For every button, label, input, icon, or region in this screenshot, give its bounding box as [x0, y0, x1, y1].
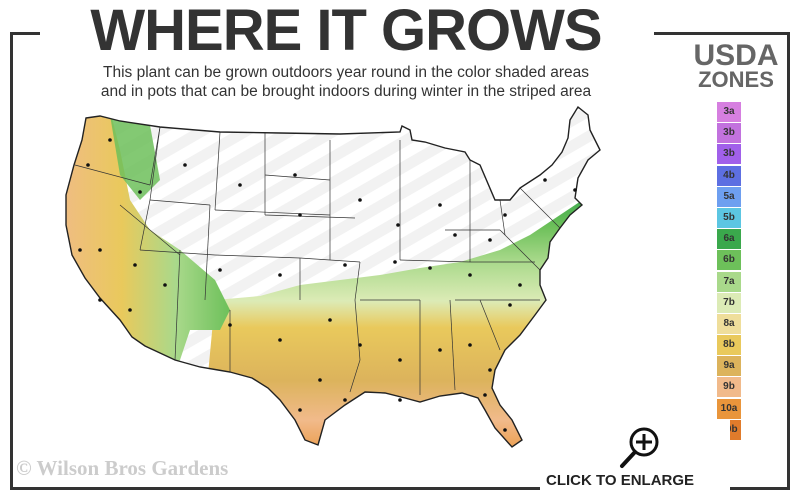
city-dot	[393, 260, 397, 264]
legend-zone-7b: 7b	[717, 292, 741, 313]
state-border	[214, 254, 301, 259]
city-dot	[298, 408, 302, 412]
city-dot	[503, 213, 507, 217]
legend-zone-8a: 8a	[717, 313, 741, 334]
zone-legend: 3a3b3b4b5a5b6a6b7a7b8a8b9a9b10a10b	[717, 102, 741, 441]
city-dot	[358, 343, 362, 347]
state-border	[119, 204, 181, 256]
city-dot	[573, 188, 577, 192]
legend-zone-3b: 3b	[717, 123, 741, 144]
city-dot	[503, 428, 507, 432]
city-dot	[428, 266, 432, 270]
city-dot	[488, 368, 492, 372]
zoom-in-icon	[620, 427, 659, 468]
frame-right	[787, 32, 790, 490]
subtitle-line-2: and in pots that can be brought indoors …	[100, 83, 592, 100]
city-dot	[218, 268, 222, 272]
page-title: WHERE IT GROWS	[40, 0, 652, 66]
state-border	[204, 204, 211, 301]
city-dot	[328, 318, 332, 322]
legend-zone-5b: 5b	[717, 207, 741, 228]
state-border	[214, 131, 221, 211]
state-border	[149, 199, 211, 206]
state-border	[299, 257, 361, 263]
city-dot	[228, 323, 232, 327]
city-dot	[398, 398, 402, 402]
city-dot	[438, 348, 442, 352]
legend-title-line-2: ZONES	[698, 67, 774, 92]
city-dot	[483, 393, 487, 397]
legend-zone-9a: 9a	[717, 356, 741, 377]
state-border	[449, 299, 456, 391]
shaded-area-northwest	[110, 115, 160, 200]
city-dot	[488, 238, 492, 242]
city-dot	[318, 378, 322, 382]
city-dot	[468, 343, 472, 347]
city-dot	[163, 283, 167, 287]
city-dot	[138, 190, 142, 194]
page-subtitle: This plant can be grown outdoors year ro…	[40, 63, 652, 101]
legend-zone-10a: 10a	[717, 398, 741, 419]
frame-top-right	[654, 32, 790, 35]
state-border	[499, 229, 541, 271]
city-dot	[398, 358, 402, 362]
city-dot	[293, 173, 297, 177]
state-border	[264, 214, 356, 219]
legend-zone-6b: 6b	[717, 250, 741, 271]
copyright-watermark: © Wilson Bros Gardens	[16, 456, 229, 480]
city-dot	[358, 198, 362, 202]
city-dot	[543, 178, 547, 182]
city-dot	[508, 303, 512, 307]
city-dot	[86, 163, 90, 167]
city-dot	[298, 213, 302, 217]
city-dot	[396, 223, 400, 227]
legend-zone-8b: 8b	[717, 335, 741, 356]
city-dot	[438, 203, 442, 207]
state-border	[479, 299, 501, 351]
subtitle-line-1: This plant can be grown outdoors year ro…	[103, 64, 589, 81]
legend-zone-3a: 3a	[717, 102, 741, 122]
legend-zone-4b: 4b	[717, 165, 741, 186]
city-dot	[278, 338, 282, 342]
city-dot	[453, 233, 457, 237]
us-outline	[65, 105, 601, 448]
state-border	[499, 199, 506, 236]
frame-top-left	[10, 32, 42, 35]
city-dot	[78, 248, 82, 252]
frame-bottom	[10, 487, 790, 490]
city-dot	[108, 138, 112, 142]
state-border	[264, 174, 331, 181]
click-to-enlarge-button[interactable]: CLICK TO ENLARGE	[540, 420, 730, 500]
city-dot	[343, 263, 347, 267]
state-border	[174, 249, 181, 361]
state-border	[354, 261, 361, 301]
click-to-enlarge-label: CLICK TO ENLARGE	[546, 472, 695, 489]
city-dot	[343, 398, 347, 402]
city-dot	[128, 308, 132, 312]
city-dot	[518, 283, 522, 287]
city-dot	[98, 298, 102, 302]
city-dot	[98, 248, 102, 252]
frame-left	[10, 32, 13, 490]
legend-title: USDA ZONES	[676, 39, 796, 92]
legend-zone-6a: 6a	[717, 229, 741, 250]
legend-zone-7a: 7a	[717, 271, 741, 292]
legend-zone-9b: 9b	[717, 377, 741, 398]
state-border	[399, 259, 471, 263]
state-border	[74, 164, 151, 186]
state-border	[149, 126, 161, 186]
legend-title-line-1: USDA	[693, 39, 779, 72]
legend-zone-5a: 5a	[717, 186, 741, 207]
city-dot	[278, 273, 282, 277]
city-dot	[468, 273, 472, 277]
city-dot	[133, 263, 137, 267]
state-border	[214, 209, 331, 216]
state-border	[349, 299, 361, 393]
legend-zone-3b: 3b	[717, 144, 741, 165]
city-dot	[238, 183, 242, 187]
city-dot	[183, 163, 187, 167]
state-border	[519, 187, 561, 229]
